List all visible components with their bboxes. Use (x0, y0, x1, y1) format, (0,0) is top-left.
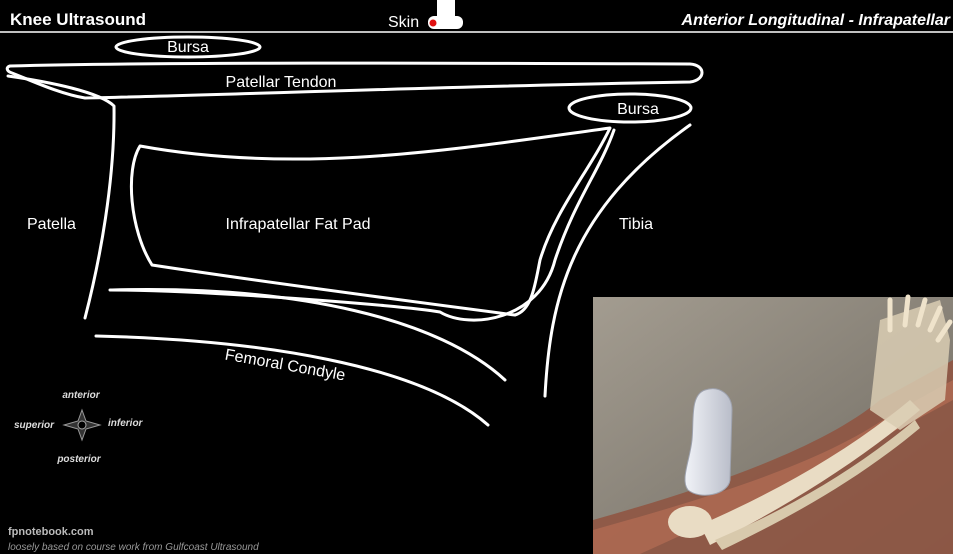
footer-site: fpnotebook.com (8, 526, 94, 538)
compass-posterior: posterior (56, 454, 101, 465)
femoral-condyle-outline-lower (94, 334, 490, 427)
fat-pad-outline (129, 126, 612, 317)
patellar-tendon-label: Patellar Tendon (226, 74, 337, 91)
probe-marker-dot (429, 19, 437, 27)
compass-inferior: inferior (108, 418, 144, 429)
fat-pad-label: Infrapatellar Fat Pad (226, 216, 371, 233)
ultrasound-probe-illustration (684, 388, 733, 496)
patella-outline (6, 74, 116, 320)
femoral-condyle-outline-upper (110, 288, 507, 382)
compass-anterior: anterior (62, 390, 100, 401)
patella-label: Patella (27, 216, 76, 233)
page-title: Knee Ultrasound (10, 10, 146, 29)
bursa-superior-label: Bursa (167, 39, 209, 56)
compass-superior: superior (14, 420, 55, 431)
tibia-label: Tibia (619, 216, 653, 233)
patella-bone (668, 506, 712, 538)
tibia-outline-anterior (543, 123, 692, 398)
bursa-superior-outline (114, 35, 262, 59)
bursa-inferior-label: Bursa (617, 101, 659, 118)
bursa-inferior-outline (567, 92, 693, 124)
footer-credit: loosely based on course work from Gulfco… (8, 542, 259, 553)
orientation-compass-icon (62, 408, 102, 442)
patellar-tendon-outline (5, 61, 704, 100)
view-title: Anterior Longitudinal - Infrapatellar (681, 12, 951, 29)
probe-label: Skin (388, 14, 419, 31)
fibula-bone (715, 420, 920, 550)
ultrasound-probe-icon (428, 0, 463, 29)
toe-bones (887, 294, 953, 343)
tibia-bone (700, 400, 920, 545)
leg-illustration (593, 294, 953, 554)
